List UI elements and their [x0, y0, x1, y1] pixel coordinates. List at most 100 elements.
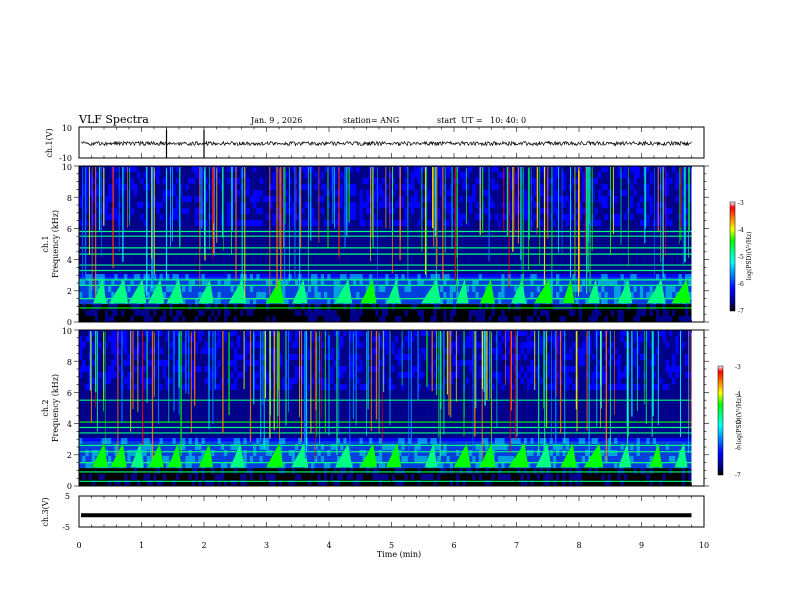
spec1-cell: [372, 316, 376, 322]
spec1-cell: [176, 208, 180, 214]
spec1-cell: [395, 232, 399, 238]
spec1-cell: [485, 166, 489, 172]
spec1-cell: [108, 256, 112, 262]
spec1-cell: [421, 244, 425, 250]
spec1-cell: [592, 316, 596, 322]
spec1-cell: [234, 310, 238, 316]
spec1-cell: [353, 166, 357, 172]
spec1-cell: [495, 166, 499, 172]
spec1-cell: [114, 310, 118, 316]
spec1-cell: [408, 166, 412, 172]
spec1-cell: [102, 250, 106, 256]
spec1-cell: [476, 172, 480, 178]
spec1-cell: [137, 190, 141, 196]
spec1-cell: [172, 178, 176, 184]
spec1-cell: [347, 256, 351, 262]
spec1-cell: [430, 304, 434, 310]
spec1-cell: [182, 268, 186, 274]
spec1-cell: [666, 184, 670, 190]
spec1-cell: [260, 232, 264, 238]
spec1-cell: [485, 250, 489, 256]
spec1-cell: [140, 238, 144, 244]
spec1-cell: [379, 214, 383, 220]
spec1-cell: [211, 268, 215, 274]
spec1-cell: [388, 310, 392, 316]
spec1-cell: [595, 244, 599, 250]
spec1-cell: [385, 238, 389, 244]
spec1-cell: [79, 178, 83, 184]
spec1-cell: [131, 238, 135, 244]
spec1-cell: [256, 202, 260, 208]
spec1-cell: [476, 232, 480, 238]
spec1-cell: [321, 184, 325, 190]
spec1-cell: [453, 304, 457, 310]
spec1-cell: [524, 310, 528, 316]
spec1-cell: [221, 250, 225, 256]
spec1-cell: [530, 202, 534, 208]
spec1-cell: [553, 220, 557, 226]
spec1-cell: [640, 172, 644, 178]
spec1-cell: [272, 238, 276, 244]
spec1-cell: [195, 232, 199, 238]
spec1-cell: [379, 196, 383, 202]
spec1-cell: [466, 310, 470, 316]
spec1-cell: [630, 178, 634, 184]
spec1-cell: [427, 190, 431, 196]
spec1-cell: [218, 244, 222, 250]
spec1-cell: [363, 316, 367, 322]
spec1-cell: [134, 190, 138, 196]
spec1-cell: [311, 208, 315, 214]
spec1-cell: [601, 208, 605, 214]
spec1-cell: [479, 250, 483, 256]
spec1-cell: [221, 244, 225, 250]
spec1-cell: [624, 268, 628, 274]
spec1-cell: [289, 244, 293, 250]
spec1-cell: [679, 232, 683, 238]
spec1-cell: [550, 316, 554, 322]
spec1-cell: [163, 178, 167, 184]
spec1-cell: [192, 196, 196, 202]
spec1-cell: [356, 310, 360, 316]
spec1-cell: [395, 220, 399, 226]
spec1-cell: [540, 178, 544, 184]
spec1-cell: [305, 310, 309, 316]
spec1-cell: [263, 244, 267, 250]
spec1-cell: [172, 316, 176, 322]
spec1-cell: [624, 250, 628, 256]
spec1-cell: [356, 166, 360, 172]
spec1-cell: [395, 268, 399, 274]
spec1-cell: [582, 268, 586, 274]
spec1-cell: [382, 238, 386, 244]
spec1-cell: [624, 220, 628, 226]
spec1-cell: [556, 172, 560, 178]
spec1-cell: [195, 214, 199, 220]
spec1-cell: [472, 166, 476, 172]
spec1-cell: [218, 178, 222, 184]
spec1-cell: [131, 244, 135, 250]
spec1-cell: [321, 172, 325, 178]
spec1-cell: [411, 316, 415, 322]
spec1-cell: [408, 178, 412, 184]
spec1-cell: [443, 304, 447, 310]
spec1-cell: [363, 310, 367, 316]
spec1-cell: [459, 256, 463, 262]
spec1-cell: [92, 310, 96, 316]
spec1-cell: [137, 256, 141, 262]
spec1-cell: [263, 178, 267, 184]
spec1-cell: [650, 208, 654, 214]
spec1-cell: [134, 256, 138, 262]
spec1-cell: [260, 268, 264, 274]
spec1-cell: [643, 250, 647, 256]
spec1-cell: [479, 256, 483, 262]
spec1-cell: [650, 184, 654, 190]
spec1-cell: [421, 214, 425, 220]
spec1-cell: [350, 190, 354, 196]
spec1-cell: [614, 232, 618, 238]
spec1-cell: [666, 178, 670, 184]
spec1-cell: [285, 202, 289, 208]
spec1-cell: [646, 184, 650, 190]
spec1-cell: [272, 244, 276, 250]
spec1-cell: [176, 178, 180, 184]
spec1-cell: [108, 310, 112, 316]
spec1-cell: [414, 208, 418, 214]
